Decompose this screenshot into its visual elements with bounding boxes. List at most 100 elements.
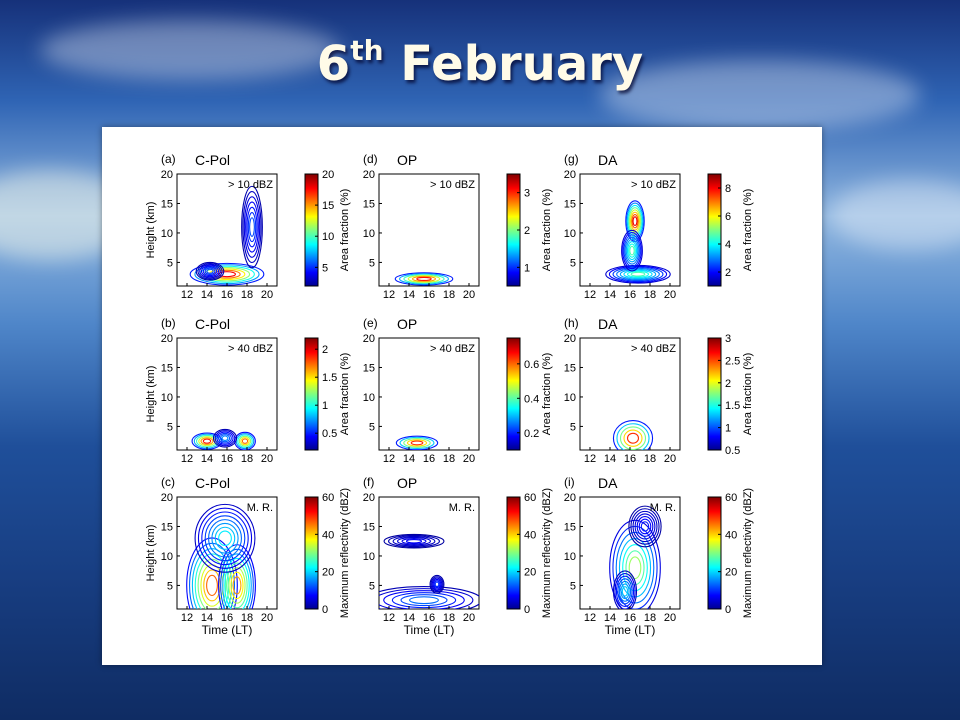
x-tick-label: 18 (644, 453, 656, 465)
subplot-a: (a) C-Pol 12 14 16 18 20 5 10 15 20 > 10 dBZ Height … (145, 152, 351, 301)
contour-line (616, 267, 660, 281)
contour-group (379, 533, 479, 609)
colorbar-tick-label: 1 (524, 262, 530, 274)
x-tick-label: 20 (664, 612, 676, 624)
contour-line (379, 588, 474, 609)
contour-line (432, 578, 442, 590)
colorbar-tick-label: 3 (524, 188, 530, 200)
y-tick-label: 5 (167, 421, 173, 433)
contour-line (228, 567, 246, 604)
contour-line (195, 261, 225, 281)
run-name: OP (397, 152, 417, 168)
contour-line (201, 511, 249, 566)
colorbar-label: Area fraction (%) (742, 189, 754, 272)
contour-line (405, 538, 423, 544)
contour-line (628, 243, 636, 258)
contour-line (241, 185, 263, 269)
x-tick-label: 18 (241, 289, 253, 301)
contour-line (202, 438, 212, 444)
slide-title: 6th February (0, 34, 960, 92)
contour-group (189, 185, 265, 286)
contour-line (242, 191, 262, 264)
y-tick-label: 15 (363, 198, 375, 210)
contour-line (632, 510, 658, 543)
contour-line (630, 508, 660, 545)
colorbar-tick-label: 0.6 (524, 359, 539, 371)
x-tick-label: 16 (624, 453, 636, 465)
subplot-f: (f) OP 12 14 16 18 20 5 10 15 20 M. R. Time (LT) 0 20 4… (363, 475, 553, 637)
contour-line (630, 271, 646, 277)
colorbar-tick-label: 1 (725, 423, 731, 435)
colorbar-tick-label: 8 (725, 183, 731, 195)
contour-line (218, 530, 232, 547)
y-tick-label: 10 (161, 551, 173, 563)
colorbar-tick-label: 5 (322, 262, 328, 274)
y-tick-label: 10 (161, 228, 173, 240)
x-tick-label: 14 (201, 453, 213, 465)
contour-line (430, 576, 444, 593)
x-tick-label: 12 (584, 289, 596, 301)
contour-line (411, 275, 437, 282)
x-tick-label: 16 (423, 612, 435, 624)
axes-box (378, 173, 480, 287)
contour-line (189, 542, 235, 609)
y-axis-label: Height (km) (145, 525, 157, 582)
x-tick-label: 16 (423, 453, 435, 465)
run-name: C-Pol (195, 475, 230, 491)
panel-label: (d) (363, 152, 378, 166)
x-tick-label: 12 (383, 289, 395, 301)
colorbar-label: Area fraction (%) (541, 353, 553, 436)
panel-label: (h) (564, 316, 579, 330)
contour-group (395, 435, 439, 450)
contour-group (612, 420, 654, 450)
x-tick-label: 20 (463, 612, 475, 624)
panel-label: (g) (564, 152, 579, 166)
run-name: OP (397, 475, 417, 491)
contour-line (219, 434, 231, 443)
x-tick-label: 18 (443, 453, 455, 465)
colorbar-label: Maximum reflectivity (dBZ) (742, 488, 754, 618)
contour-line (626, 270, 650, 278)
y-tick-label: 5 (369, 421, 375, 433)
y-tick-label: 15 (161, 521, 173, 533)
contour-line (222, 553, 252, 609)
y-tick-label: 10 (363, 392, 375, 404)
colorbar-tick-label: 40 (322, 529, 334, 541)
y-tick-label: 20 (363, 492, 375, 504)
y-tick-label: 20 (564, 333, 576, 345)
colorbar-tick-label: 2 (322, 344, 328, 356)
panel-label: (e) (363, 316, 378, 330)
y-tick-label: 20 (161, 492, 173, 504)
x-tick-label: 20 (664, 289, 676, 301)
contour-line (399, 273, 449, 285)
y-tick-label: 10 (564, 392, 576, 404)
figure-panel: (a) C-Pol 12 14 16 18 20 5 10 15 20 > 10 dBZ Height … (102, 127, 822, 665)
annotation-label: > 40 dBZ (430, 343, 475, 355)
contour-line (636, 516, 654, 537)
contour-line (626, 241, 638, 261)
contour-line (245, 201, 259, 253)
contour-line (211, 522, 239, 554)
x-tick-label: 16 (624, 612, 636, 624)
contour-line (627, 204, 643, 238)
contour-line (249, 217, 255, 237)
subplot-i: (i) DA 12 14 16 18 20 5 10 15 20 M. R. Time (LT) 0 20 4… (564, 475, 754, 637)
run-name: OP (397, 316, 417, 332)
contour-line (394, 272, 454, 286)
x-tick-label: 12 (181, 612, 193, 624)
colorbar-tick-label: 20 (322, 567, 334, 579)
panel-label: (c) (161, 475, 175, 489)
x-tick-label: 14 (604, 289, 616, 301)
contour-line (200, 265, 220, 278)
contour-line (634, 513, 656, 540)
colorbar-tick-label: 3 (725, 333, 731, 345)
contour-line (433, 580, 441, 589)
y-tick-label: 10 (564, 228, 576, 240)
contour-line (243, 196, 261, 258)
contour-group (394, 272, 454, 286)
colorbar (506, 337, 521, 451)
x-tick-label: 16 (624, 289, 636, 301)
x-tick-label: 18 (443, 612, 455, 624)
contour-line (638, 518, 652, 535)
